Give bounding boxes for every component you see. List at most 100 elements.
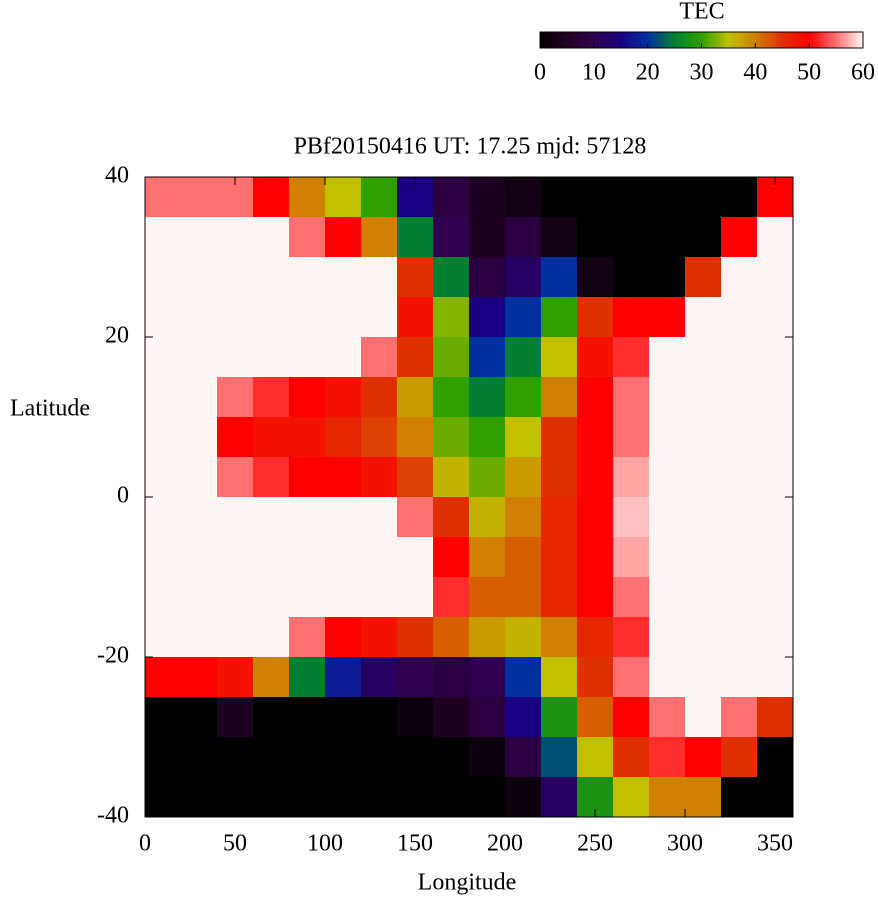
heat-cell	[397, 657, 434, 698]
x-tick-label: 350	[757, 831, 793, 857]
heat-cell	[577, 497, 614, 538]
heat-cell	[145, 297, 182, 338]
heat-cell	[577, 657, 614, 698]
heat-cell	[289, 297, 326, 338]
heat-cell	[361, 777, 398, 818]
heat-cell	[613, 177, 650, 218]
heat-cell	[685, 297, 722, 338]
heat-cell	[253, 297, 290, 338]
heat-cell	[469, 777, 506, 818]
heat-cell	[433, 697, 470, 738]
heat-cell	[145, 497, 182, 538]
heat-cell	[721, 217, 758, 258]
heat-cell	[253, 217, 290, 258]
heat-cell	[325, 337, 362, 378]
heat-cell	[649, 617, 686, 658]
heat-cell	[613, 377, 650, 418]
heat-cell	[649, 777, 686, 818]
heat-cell	[433, 337, 470, 378]
heat-cell	[253, 497, 290, 538]
y-tick-label: -40	[97, 803, 129, 829]
heat-cell	[469, 577, 506, 618]
heat-cell	[217, 257, 254, 298]
heat-cell	[361, 337, 398, 378]
heat-cell	[505, 297, 542, 338]
heat-cell	[721, 377, 758, 418]
heat-cell	[181, 417, 218, 458]
heat-cell	[397, 697, 434, 738]
heat-cell	[253, 457, 290, 498]
heat-cell	[757, 537, 794, 578]
heat-cell	[577, 337, 614, 378]
heat-cell	[181, 297, 218, 338]
heat-cell	[217, 457, 254, 498]
heat-cell	[541, 617, 578, 658]
heat-cell	[397, 377, 434, 418]
heat-cell	[361, 697, 398, 738]
heat-cell	[397, 457, 434, 498]
heat-cell	[757, 657, 794, 698]
heat-cell	[649, 177, 686, 218]
heat-cell	[469, 217, 506, 258]
heat-cell	[433, 377, 470, 418]
heat-cell	[361, 497, 398, 538]
heat-cell	[145, 777, 182, 818]
heat-cell	[505, 337, 542, 378]
heat-cell	[577, 457, 614, 498]
x-tick-label: 300	[667, 831, 703, 857]
heat-cell	[253, 537, 290, 578]
colorbar-tick-label: 20	[636, 60, 660, 86]
heat-cell	[397, 417, 434, 458]
heat-cell	[145, 577, 182, 618]
y-axis-label: Latitude	[10, 396, 90, 422]
heat-cell	[361, 737, 398, 778]
heat-cell	[577, 297, 614, 338]
y-tick-label: 0	[117, 483, 129, 509]
heat-cell	[505, 457, 542, 498]
heat-cell	[685, 697, 722, 738]
heat-cell	[433, 417, 470, 458]
heat-cell	[145, 217, 182, 258]
heat-cell	[541, 657, 578, 698]
heat-cell	[649, 417, 686, 458]
heat-cell	[145, 257, 182, 298]
y-tick-label: 40	[105, 163, 129, 189]
heat-cell	[253, 177, 290, 218]
heat-cell	[253, 737, 290, 778]
heat-cell	[649, 697, 686, 738]
heat-cell	[469, 497, 506, 538]
chart-title: PBf20150416 UT: 17.25 mjd: 57128	[294, 134, 647, 160]
heat-cell	[145, 417, 182, 458]
heat-cell	[721, 337, 758, 378]
heat-cell	[613, 257, 650, 298]
heat-cell	[541, 497, 578, 538]
heat-cell	[541, 417, 578, 458]
heat-cell	[397, 737, 434, 778]
heat-cell	[181, 777, 218, 818]
heat-cell	[613, 297, 650, 338]
heat-cell	[181, 377, 218, 418]
heat-cell	[505, 217, 542, 258]
heat-cell	[181, 177, 218, 218]
heat-cell	[433, 617, 470, 658]
colorbar-tick-label: 0	[534, 60, 546, 86]
heat-cell	[433, 297, 470, 338]
heat-cell	[721, 177, 758, 218]
heat-cell	[685, 537, 722, 578]
heat-cell	[541, 377, 578, 418]
heat-cell	[469, 697, 506, 738]
heat-cell	[613, 737, 650, 778]
heat-cell	[505, 417, 542, 458]
heat-cell	[325, 777, 362, 818]
heat-cell	[757, 257, 794, 298]
heat-cell	[685, 217, 722, 258]
heat-cell	[505, 257, 542, 298]
heat-cell	[541, 297, 578, 338]
heat-cell	[649, 537, 686, 578]
heat-cell	[469, 177, 506, 218]
heat-cell	[181, 577, 218, 618]
heat-cell	[613, 497, 650, 538]
heat-cell	[361, 377, 398, 418]
heat-cell	[433, 257, 470, 298]
heat-cell	[361, 577, 398, 618]
